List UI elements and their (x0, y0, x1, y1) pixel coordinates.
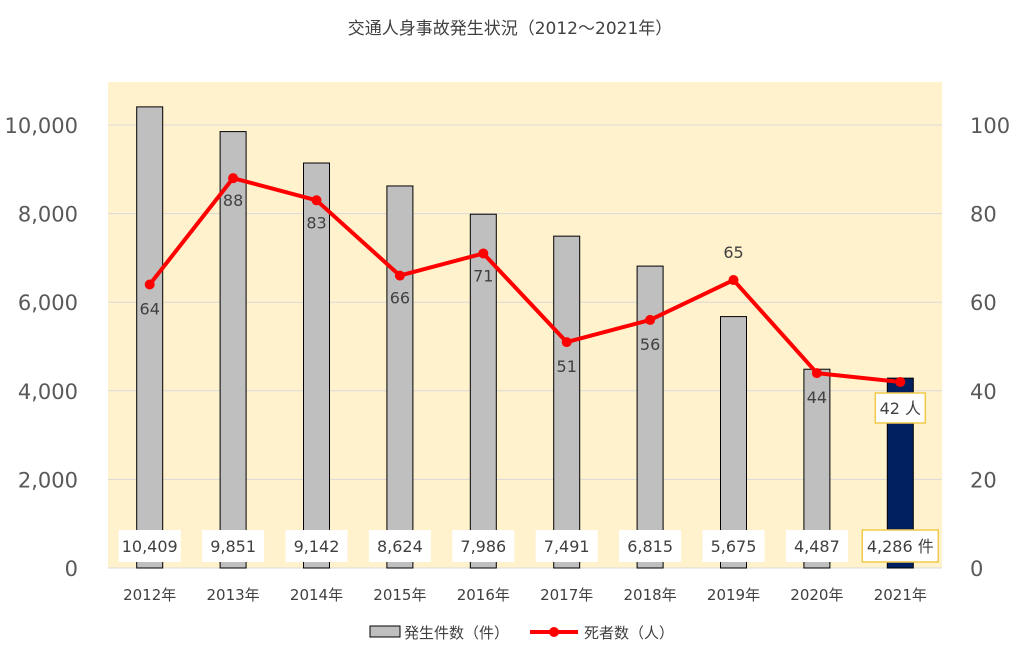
x-tick-label: 2020年 (790, 586, 843, 604)
plot-area (108, 82, 942, 568)
y-left-tick-label: 0 (65, 557, 78, 581)
y-right-tick-label: 60 (970, 291, 997, 315)
line-path (148, 176, 901, 384)
legend-bar-label: 発生件数（件） (404, 624, 509, 642)
line-point (394, 270, 405, 281)
bar-label-box (368, 530, 431, 562)
bar-series (136, 106, 914, 569)
x-tick-label: 2019年 (707, 586, 760, 604)
bar-value-label: 4,286 件 (867, 537, 934, 556)
chart-title: 交通人身事故発生状況（2012～2021年） (348, 19, 673, 39)
bar (469, 213, 497, 569)
bar-label-box (285, 530, 348, 562)
bar-label-box (202, 530, 265, 562)
bar-label-box (785, 530, 848, 562)
x-tick-label: 2012年 (123, 586, 176, 604)
x-tick-label: 2018年 (624, 586, 677, 604)
y-right-tick-label: 0 (970, 557, 983, 581)
gridlines (108, 124, 942, 569)
y-right-tick-label: 40 (970, 380, 997, 404)
bar-label-box (452, 530, 515, 562)
y-right-tick-label: 80 (970, 203, 997, 227)
line-labels: 64 88 83 66 71 51 56 65 44 42 人 (140, 191, 927, 424)
line-value-label: 66 (390, 289, 410, 308)
bar-value-label: 8,624 (377, 537, 423, 556)
y-left-tick-label: 8,000 (18, 203, 78, 227)
legend-bar-swatch (369, 625, 401, 638)
line-point (311, 195, 322, 206)
y-left-tick-label: 4,000 (18, 380, 78, 404)
bar-label-box (535, 530, 598, 562)
bar-label-box (619, 530, 682, 562)
line-label-box (874, 392, 927, 424)
bar (136, 106, 164, 569)
x-tick-label: 2015年 (373, 586, 426, 604)
bar (553, 235, 581, 569)
bar (720, 316, 747, 569)
line-value-label: 51 (557, 357, 577, 376)
line-value-label: 44 (807, 388, 827, 407)
line-value-label: 42 人 (880, 399, 921, 418)
y-left-ticks: 0 2,000 4,000 6,000 8,000 10,000 (5, 114, 78, 581)
line-value-label: 83 (306, 213, 326, 232)
legend-line-marker (549, 627, 559, 637)
x-tick-label: 2016年 (457, 586, 510, 604)
bar-value-label: 4,487 (794, 537, 840, 556)
line-point (728, 275, 739, 286)
bar-label-box (702, 530, 765, 562)
line-point (811, 368, 822, 379)
x-tick-label: 2021年 (874, 586, 927, 604)
bar (636, 265, 664, 569)
x-tick-label: 2013年 (207, 586, 260, 604)
legend-line-label: 死者数（人） (584, 624, 674, 642)
line-point (561, 337, 572, 348)
bar-value-label: 5,675 (711, 537, 757, 556)
line-value-label: 88 (223, 191, 243, 210)
bar-value-label: 7,986 (460, 537, 506, 556)
bar-value-label: 7,491 (544, 537, 590, 556)
bar-value-label: 6,815 (627, 537, 673, 556)
bar (303, 162, 330, 569)
line-point (895, 376, 906, 387)
line-series (144, 173, 906, 387)
y-left-tick-label: 6,000 (18, 291, 78, 315)
bar-value-label: 9,851 (210, 537, 256, 556)
bar-label-box (118, 530, 181, 562)
bar (386, 185, 414, 569)
legend: 発生件数（件） 死者数（人） (369, 624, 674, 642)
line-value-label: 71 (473, 266, 493, 285)
bar-value-label: 9,142 (294, 537, 340, 556)
line-point (478, 248, 489, 259)
line-value-label: 64 (140, 299, 160, 318)
line-point (228, 173, 239, 184)
bar-labels: 10,409 9,851 9,142 8,624 7,986 7,491 6,815 5,67… (118, 529, 940, 563)
line-value-label: 65 (723, 243, 743, 262)
y-right-tick-label: 20 (970, 468, 997, 492)
line-point (645, 314, 656, 325)
bar (219, 131, 247, 569)
x-tick-label: 2014年 (290, 586, 343, 604)
y-right-tick-label: 100 (970, 114, 1010, 138)
line-point (144, 279, 155, 290)
line-value-label: 56 (640, 335, 660, 354)
bar-label-box (861, 529, 940, 563)
y-left-tick-label: 10,000 (5, 114, 78, 138)
bar-value-label: 10,409 (122, 537, 178, 556)
y-right-ticks: 0 20 40 60 80 100 (970, 114, 1010, 581)
y-left-tick-label: 2,000 (18, 468, 78, 492)
x-ticks: 2012年 2013年 2014年 2015年 2016年 2017年 2018年 2019年… (123, 586, 927, 604)
x-tick-label: 2017年 (540, 586, 593, 604)
